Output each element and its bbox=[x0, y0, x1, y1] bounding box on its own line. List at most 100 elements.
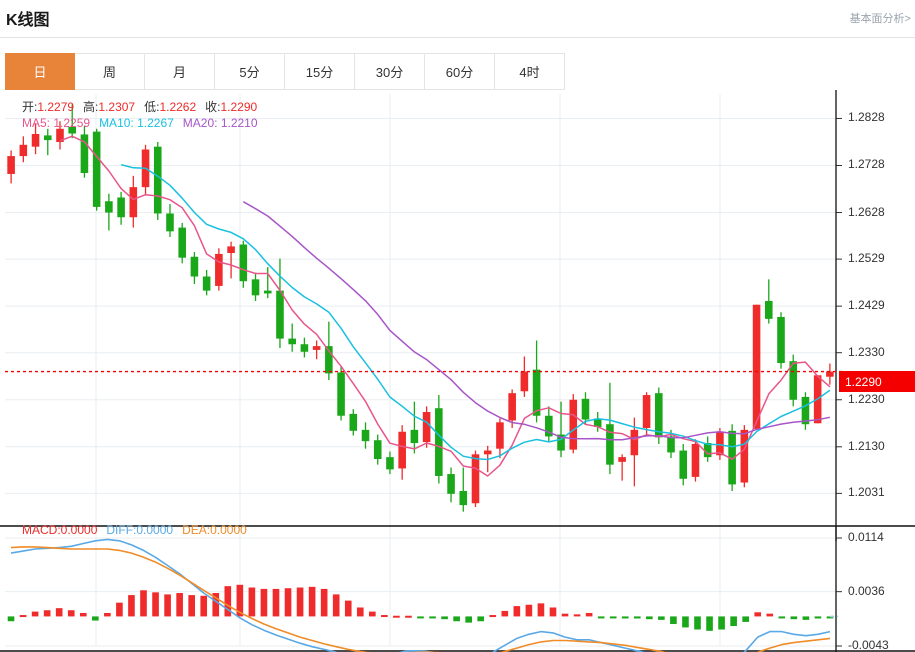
macd-hist-bar bbox=[742, 616, 749, 622]
macd-hist-bar bbox=[814, 616, 822, 619]
candle-body bbox=[325, 346, 333, 374]
page-header: K线图 基本面分析> bbox=[0, 0, 915, 38]
candle-body bbox=[105, 201, 113, 213]
price-axis-label-1: 1.2728 bbox=[848, 157, 885, 172]
tab-6[interactable]: 60分 bbox=[425, 53, 495, 90]
chart-area[interactable] bbox=[0, 90, 915, 652]
macd-axis-label-0: 0.0114 bbox=[848, 530, 884, 544]
candle-body bbox=[826, 371, 834, 377]
macd-hist-bar bbox=[489, 615, 497, 618]
macd-hist-bar bbox=[92, 616, 99, 621]
macd-hist-bar bbox=[417, 616, 424, 619]
candle-body bbox=[679, 450, 688, 479]
candle-body bbox=[386, 457, 394, 470]
price-axis-label-5: 1.2330 bbox=[848, 344, 885, 359]
candle-body bbox=[752, 304, 761, 429]
candle-body bbox=[789, 361, 798, 400]
macd-hist-bar bbox=[790, 616, 798, 620]
macd-hist-bar bbox=[224, 586, 232, 617]
current-price-tag: 1.2290 bbox=[839, 371, 915, 392]
tab-5[interactable]: 30分 bbox=[355, 53, 425, 90]
macd-hist-bar bbox=[200, 595, 208, 617]
macd-hist-bar bbox=[646, 616, 653, 620]
candle-body bbox=[117, 197, 125, 218]
macd-hist-bar bbox=[573, 614, 581, 617]
macd-hist-bar bbox=[140, 590, 147, 617]
price-axis-label-3: 1.2529 bbox=[848, 251, 885, 266]
macd-hist-bar bbox=[766, 613, 774, 617]
ma20-line bbox=[242, 201, 831, 441]
candle-body bbox=[532, 369, 541, 416]
macd-hist-bar bbox=[513, 606, 521, 617]
candle-body bbox=[593, 418, 602, 428]
candle-body bbox=[716, 431, 724, 456]
macd-hist-bar bbox=[296, 587, 304, 617]
macd-hist-bar bbox=[621, 616, 629, 619]
macd-hist-bar bbox=[549, 607, 557, 617]
candle-body bbox=[361, 429, 370, 442]
candle-body bbox=[655, 393, 663, 438]
macd-hist-bar bbox=[248, 587, 256, 617]
macd-hist-bar bbox=[730, 616, 737, 627]
candle-body bbox=[728, 430, 736, 485]
macd-hist-bar bbox=[525, 604, 533, 617]
price-axis-label-6: 1.2230 bbox=[848, 391, 885, 406]
macd-hist-bar bbox=[320, 588, 328, 617]
macd-hist-bar bbox=[585, 612, 593, 617]
ma5-line bbox=[59, 135, 831, 477]
macd-hist-bar bbox=[272, 588, 280, 617]
macd-hist-bar bbox=[369, 611, 376, 617]
candle-body bbox=[153, 146, 162, 214]
tab-0[interactable]: 日 bbox=[5, 53, 75, 90]
candle-body bbox=[31, 133, 40, 147]
candle-body bbox=[642, 395, 651, 428]
macd-hist-bar bbox=[212, 593, 220, 617]
macd-hist-bar bbox=[718, 616, 725, 630]
price-axis-label-0: 1.2828 bbox=[848, 110, 885, 125]
macd-hist-bar bbox=[441, 616, 448, 620]
macd-hist-bar bbox=[128, 595, 135, 617]
tab-4[interactable]: 15分 bbox=[285, 53, 355, 90]
page-title: K线图 bbox=[6, 12, 50, 29]
candle-body bbox=[520, 371, 529, 392]
macd-hist-bar bbox=[356, 607, 364, 617]
candle-body bbox=[545, 415, 553, 437]
tab-2[interactable]: 月 bbox=[145, 53, 215, 90]
macd-hist-bar bbox=[164, 594, 171, 617]
fundamental-analysis-link[interactable]: 基本面分析> bbox=[849, 13, 911, 25]
macd-hist-bar bbox=[31, 611, 39, 617]
macd-hist-bar bbox=[465, 616, 472, 623]
tab-7[interactable]: 4时 bbox=[495, 53, 565, 90]
macd-hist-bar bbox=[826, 616, 834, 619]
kline-chart-svg[interactable] bbox=[0, 90, 915, 652]
candle-body bbox=[398, 431, 406, 469]
candle-body bbox=[7, 156, 15, 174]
period-tabbar[interactable]: 日周月 5分 15分 30分 60分 4时 bbox=[5, 53, 565, 90]
candle-body bbox=[373, 440, 382, 460]
candle-body bbox=[691, 443, 700, 477]
macd-hist-bar bbox=[501, 610, 509, 617]
candle-body bbox=[703, 443, 712, 458]
candle-body bbox=[190, 256, 199, 277]
candle-body bbox=[337, 372, 345, 416]
candle-body bbox=[300, 344, 309, 352]
candle-body bbox=[447, 474, 455, 494]
macd-hist-bar bbox=[344, 600, 352, 617]
candle-body bbox=[508, 393, 516, 421]
macd-hist-bar bbox=[694, 616, 701, 630]
macd-hist-bar bbox=[19, 615, 27, 618]
macd-hist-bar bbox=[55, 608, 63, 617]
candle-body bbox=[667, 436, 675, 453]
macd-axis-label-2: -0.0043 bbox=[848, 638, 889, 652]
candle-body bbox=[630, 429, 639, 456]
macd-hist-bar bbox=[597, 616, 605, 619]
candle-body bbox=[227, 246, 235, 253]
macd-hist-bar bbox=[7, 616, 15, 622]
tab-1[interactable]: 周 bbox=[75, 53, 145, 90]
macd-hist-bar bbox=[561, 613, 569, 617]
tab-3[interactable]: 5分 bbox=[215, 53, 285, 90]
macd-hist-bar bbox=[405, 615, 412, 618]
macd-hist-bar bbox=[79, 612, 87, 617]
candle-body bbox=[459, 491, 468, 506]
macd-hist-bar bbox=[116, 602, 123, 617]
